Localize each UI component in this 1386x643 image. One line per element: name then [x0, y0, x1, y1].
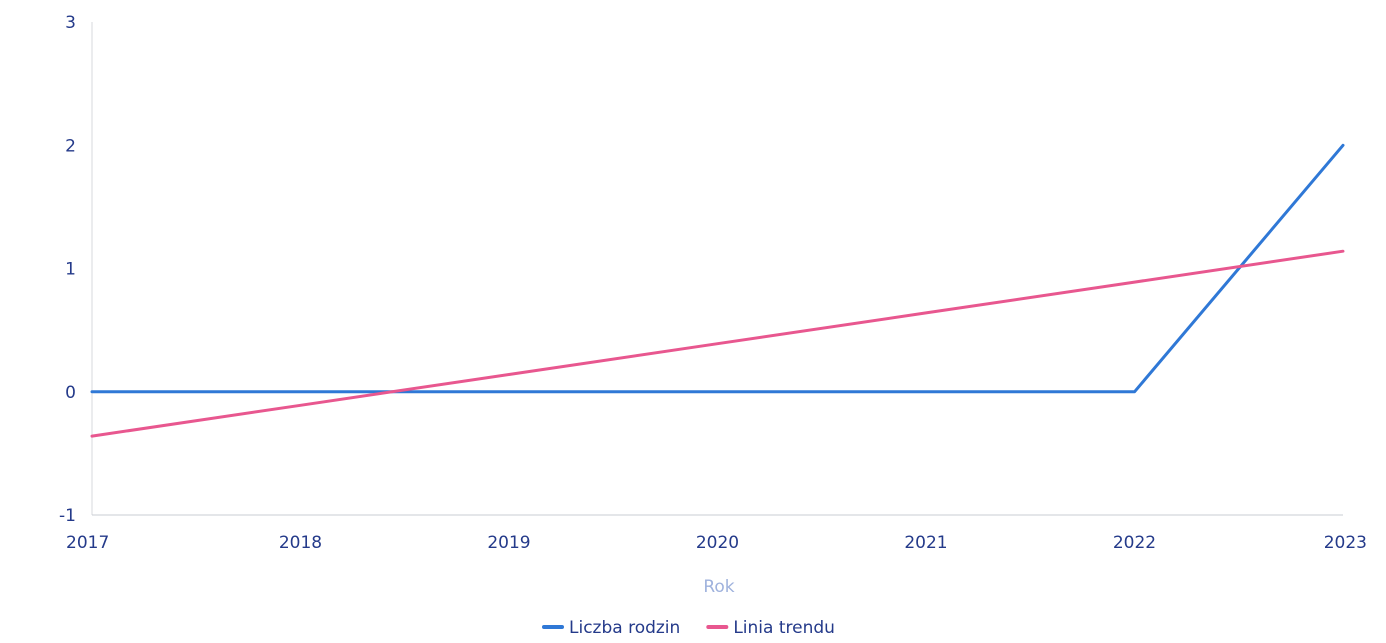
y-tick-labels: -1 0 1 2 3 — [59, 13, 76, 526]
series-line-liczba-rodzin — [90, 143, 1345, 394]
x-tick-label: 2018 — [279, 533, 322, 553]
series-lines — [90, 143, 1345, 438]
x-tick-label: 2021 — [904, 533, 947, 553]
legend: Liczba rodzin Linia trendu — [542, 618, 835, 638]
axes — [91, 22, 1343, 516]
legend-entry: Liczba rodzin — [569, 618, 680, 638]
x-tick-label: 2019 — [487, 533, 530, 553]
y-tick-label: -1 — [59, 506, 76, 526]
x-tick-label: 2017 — [66, 533, 109, 553]
x-tick-label: 2020 — [696, 533, 739, 553]
y-tick-label: 0 — [65, 383, 76, 403]
x-axis-title: Rok — [703, 577, 734, 597]
x-tick-label: 2023 — [1324, 533, 1367, 553]
legend-entry: Linia trendu — [733, 618, 835, 638]
y-tick-label: 1 — [65, 260, 76, 280]
x-tick-labels: 2017 2018 2019 2020 2021 2022 2023 — [66, 533, 1367, 553]
y-tick-label: 2 — [65, 136, 76, 156]
y-tick-label: 3 — [65, 13, 76, 33]
series-line-linia-trendu — [90, 249, 1345, 438]
x-tick-label: 2022 — [1113, 533, 1156, 553]
